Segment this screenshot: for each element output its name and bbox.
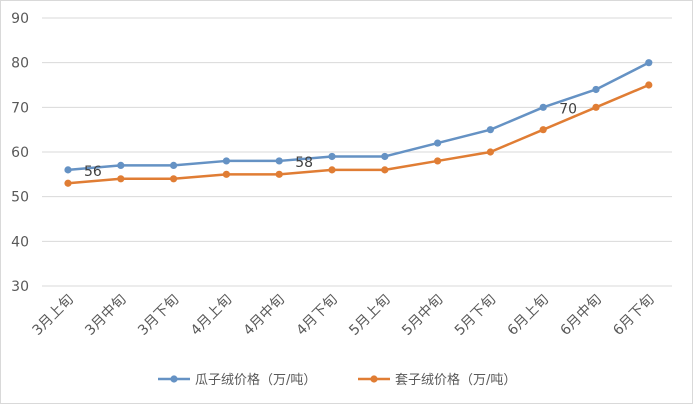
data-point [486, 148, 494, 156]
x-tick-label: 5月中旬 [399, 292, 446, 339]
data-point [592, 85, 600, 94]
y-tick-label: 40 [11, 234, 29, 250]
data-label: 58 [295, 155, 313, 171]
x-tick-label: 6月中旬 [558, 292, 605, 339]
y-tick-label: 60 [11, 145, 29, 161]
data-point [222, 157, 230, 165]
data-point [434, 157, 442, 165]
legend-point-marker [170, 375, 178, 383]
x-tick-label: 4月中旬 [241, 292, 288, 339]
data-point [486, 126, 494, 134]
data-label: 56 [84, 164, 102, 180]
x-tick-label: 6月上旬 [505, 292, 552, 339]
y-tick-label: 90 [11, 11, 29, 27]
y-tick-label: 80 [11, 56, 29, 72]
x-tick-label: 6月下旬 [610, 292, 657, 339]
series-1 [64, 81, 653, 187]
data-point [222, 170, 230, 178]
data-point [592, 103, 600, 111]
x-axis-tick-labels: 3月上旬 3月中旬 3月下旬 4月上旬 4月中旬 4月下旬 5月上旬 5月中旬 5月下旬 6月上旬… [30, 292, 658, 339]
legend: 瓜子绒价格（万/吨） 套子绒价格（万/吨） [158, 372, 516, 388]
data-point [117, 175, 125, 183]
x-tick-label: 4月上旬 [188, 292, 235, 339]
x-tick-label: 3月下旬 [135, 292, 182, 339]
data-point [434, 139, 442, 147]
data-point [275, 170, 283, 178]
legend-item: 套子绒价格（万/吨） [358, 372, 516, 388]
x-tick-label: 5月下旬 [452, 292, 499, 339]
data-point [328, 166, 336, 174]
data-point [64, 166, 72, 174]
data-point [381, 166, 389, 174]
x-tick-label: 4月下旬 [294, 292, 341, 339]
data-label: 70 [559, 101, 577, 117]
x-tick-label: 5月上旬 [346, 292, 393, 339]
y-tick-label: 70 [11, 100, 29, 116]
series-line [67, 61, 650, 172]
y-axis-tick-labels: 30 40 50 60 70 80 90 [11, 11, 29, 295]
data-point [117, 161, 125, 169]
data-point [64, 179, 72, 187]
data-point [539, 126, 547, 134]
data-point [275, 157, 283, 165]
x-tick-label: 3月中旬 [82, 292, 129, 339]
y-tick-label: 30 [11, 279, 29, 295]
series-line [67, 83, 650, 185]
legend-point-marker [370, 375, 378, 383]
data-point [645, 81, 653, 89]
data-labels: 56 58 70 [84, 101, 577, 180]
legend-item: 瓜子绒价格（万/吨） [158, 372, 316, 388]
legend-label: 套子绒价格（万/吨） [395, 372, 516, 388]
series-0 [64, 59, 653, 174]
gridlines [42, 17, 672, 287]
series-lines [64, 59, 653, 187]
data-point [381, 152, 389, 161]
x-tick-label: 3月上旬 [30, 292, 77, 339]
data-point [645, 59, 653, 67]
data-point [539, 103, 547, 111]
y-tick-label: 50 [11, 190, 29, 206]
data-point [170, 175, 178, 183]
data-point [328, 152, 336, 161]
legend-label: 瓜子绒价格（万/吨） [195, 372, 316, 388]
data-point [170, 161, 178, 169]
